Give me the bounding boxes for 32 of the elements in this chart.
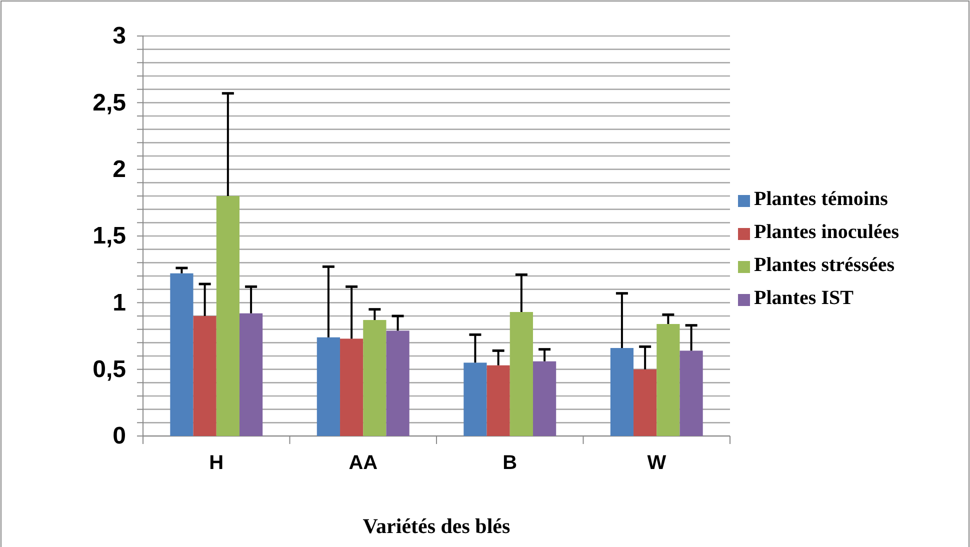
y-tick-label: 0,5 xyxy=(92,356,126,384)
bar xyxy=(239,313,263,436)
legend-label: Plantes IST xyxy=(754,287,854,309)
x-tick-label: H xyxy=(209,452,224,474)
y-tick-label: 0 xyxy=(112,422,126,450)
y-tick-label: 1,5 xyxy=(92,222,126,250)
x-tick-label: W xyxy=(647,452,666,474)
bar xyxy=(170,273,194,436)
bar xyxy=(510,312,533,436)
bar xyxy=(464,362,487,436)
y-tick-label: 2 xyxy=(112,156,126,184)
x-tick-label: AA xyxy=(348,452,378,474)
bar xyxy=(363,320,386,436)
x-axis-title: Variétés des blés xyxy=(362,514,510,538)
bar xyxy=(680,350,703,436)
y-tick-label: 2,5 xyxy=(92,89,126,116)
bar xyxy=(610,348,634,436)
bar xyxy=(532,361,556,436)
legend-label: Plantes stréssées xyxy=(754,254,895,276)
x-tick-label: B xyxy=(502,452,518,474)
y-tick-label: 1 xyxy=(112,289,126,316)
bar xyxy=(386,330,410,436)
legend-label: Plantes inoculées xyxy=(754,221,900,243)
bar xyxy=(340,338,364,436)
bar xyxy=(193,316,216,436)
bar xyxy=(634,369,657,436)
y-tick-label: 3 xyxy=(112,22,126,50)
bar xyxy=(216,196,240,436)
bar xyxy=(486,365,510,436)
bar xyxy=(316,337,340,436)
legend-label: Plantes témoins xyxy=(754,188,888,210)
bar xyxy=(656,324,680,436)
